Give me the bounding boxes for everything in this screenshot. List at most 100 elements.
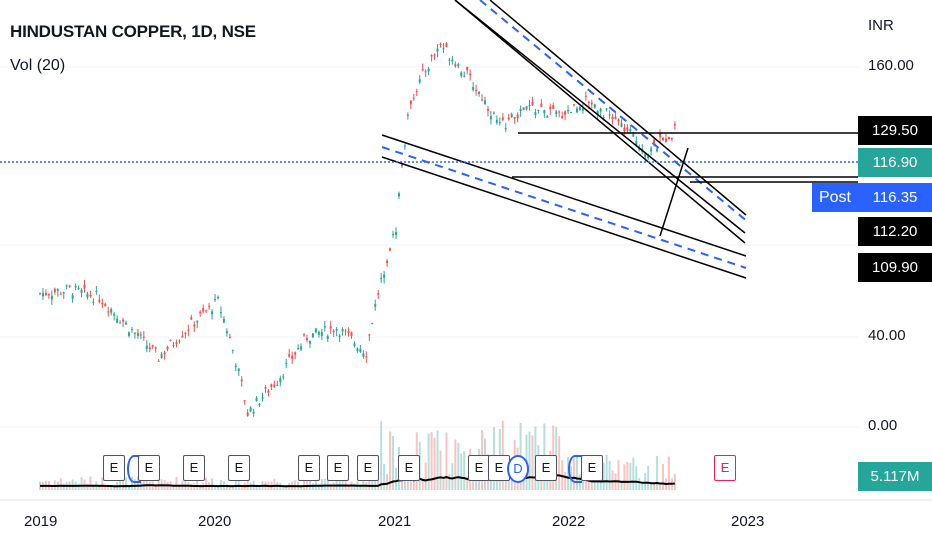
earnings-marker[interactable]: E: [228, 455, 250, 481]
earnings-marker[interactable]: E: [581, 455, 603, 481]
candle-body: [178, 340, 181, 342]
volume-bar: [50, 484, 53, 490]
candle-body: [466, 66, 469, 71]
upcoming-earnings-marker[interactable]: E: [714, 455, 736, 481]
candle-body: [240, 379, 243, 382]
dividend-marker-partial[interactable]: [127, 455, 141, 483]
candle-body: [246, 412, 249, 416]
volume-bar: [427, 433, 430, 490]
volume-bar: [454, 439, 457, 490]
candle-body: [647, 156, 650, 159]
candle-body: [95, 291, 98, 293]
earnings-marker[interactable]: E: [183, 455, 205, 481]
x-tick-2021: 2021: [378, 513, 412, 530]
volume-bar: [359, 485, 362, 490]
x-tick-2019: 2019: [24, 513, 58, 530]
earnings-marker[interactable]: E: [327, 455, 349, 481]
candle-body: [323, 326, 326, 328]
candle-body: [584, 95, 587, 97]
volume-bar: [353, 483, 356, 490]
volume-bar: [653, 482, 656, 490]
candle-body: [546, 116, 549, 118]
candle-body: [145, 345, 148, 349]
volume-bar: [626, 461, 629, 490]
candle-body: [412, 97, 415, 99]
candle-body: [86, 293, 89, 298]
candle-body: [421, 68, 424, 71]
candle-body: [531, 102, 534, 106]
candle-body: [41, 293, 44, 297]
candle-body: [249, 407, 252, 412]
candle-body: [504, 128, 507, 130]
candle-body: [59, 293, 62, 295]
volume-bar: [611, 470, 614, 490]
volume-bar: [255, 484, 258, 490]
volume-bar: [439, 450, 442, 490]
dividend-marker-partial[interactable]: [568, 455, 582, 483]
candle-body: [50, 295, 53, 300]
candle-body: [347, 331, 350, 334]
volume-bar: [80, 477, 83, 490]
volume-bar: [632, 457, 635, 490]
candle-body: [83, 284, 86, 289]
volume-bar: [300, 485, 303, 490]
candle-body: [436, 48, 439, 52]
candle-body: [561, 116, 564, 119]
candle-body: [264, 387, 267, 389]
candle-body: [400, 164, 403, 167]
candle-body: [199, 311, 202, 314]
candle-body: [222, 318, 225, 323]
candle-body: [252, 411, 255, 414]
candle-body: [611, 116, 614, 120]
earnings-marker[interactable]: E: [357, 455, 379, 481]
candle-body: [602, 117, 605, 119]
volume-bar: [338, 476, 341, 490]
candle-body: [558, 111, 561, 113]
candle-body: [445, 43, 448, 47]
volume-bar: [602, 462, 605, 490]
candle-body: [285, 363, 288, 365]
candle-body: [110, 309, 113, 313]
candle-body: [463, 75, 466, 77]
volume-bar: [635, 466, 638, 490]
candle-body: [555, 111, 558, 115]
earnings-marker[interactable]: E: [468, 455, 490, 481]
candle-body: [288, 354, 291, 357]
level-tag-112-20: 112.20: [858, 217, 932, 246]
earnings-marker[interactable]: E: [398, 455, 420, 481]
volume-bar: [656, 455, 659, 490]
volume-bar: [308, 477, 311, 490]
volume-bar: [110, 485, 113, 490]
earnings-marker[interactable]: E: [103, 455, 125, 481]
level-tag-129-50: 129.50: [858, 116, 932, 145]
earnings-marker[interactable]: E: [535, 455, 557, 481]
volume-bar: [673, 473, 676, 490]
volume-bar: [344, 478, 347, 490]
candle-body: [620, 123, 623, 127]
dividend-marker[interactable]: D: [507, 455, 529, 483]
volume-indicator-label[interactable]: Vol (20): [10, 57, 66, 74]
candle-body: [104, 303, 107, 307]
candle-body: [130, 329, 133, 331]
candle-body: [673, 123, 676, 126]
volume-bar: [389, 431, 392, 490]
volume-bar: [457, 442, 460, 490]
y-tick-0: 0.00: [868, 417, 898, 434]
candle-body: [629, 128, 632, 132]
candle-body: [335, 328, 338, 331]
candle-body: [44, 293, 47, 296]
post-market-label: Post: [812, 183, 858, 212]
candle-body: [492, 112, 495, 114]
candle-body: [522, 107, 525, 111]
volume-bar: [104, 485, 107, 490]
volume-bar: [371, 479, 374, 490]
candle-body: [205, 310, 208, 312]
earnings-marker[interactable]: E: [138, 455, 160, 481]
earnings-marker[interactable]: E: [298, 455, 320, 481]
candle-body: [484, 100, 486, 105]
candle-body: [279, 378, 282, 383]
volume-bar: [617, 460, 620, 490]
volume-bar: [303, 476, 306, 490]
candle-body: [211, 311, 214, 315]
